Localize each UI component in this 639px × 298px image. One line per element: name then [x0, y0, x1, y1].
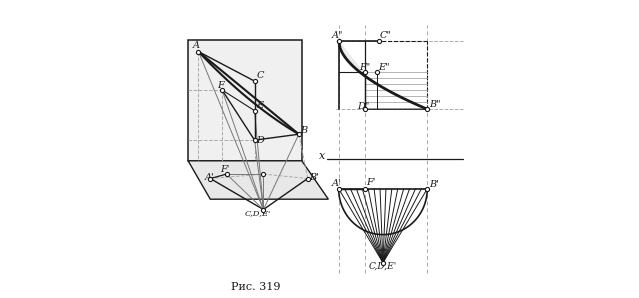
Point: [303, 176, 313, 181]
Text: A": A": [332, 31, 344, 40]
Polygon shape: [188, 161, 328, 199]
Text: Рис. 319: Рис. 319: [231, 282, 281, 292]
Text: F': F': [220, 164, 230, 173]
Text: x: x: [319, 151, 325, 162]
Point: [258, 172, 268, 176]
Point: [205, 176, 215, 181]
Text: A': A': [332, 179, 341, 188]
Text: C,D,E': C,D,E': [245, 209, 271, 217]
Point: [360, 187, 371, 191]
Point: [249, 79, 259, 83]
Text: E: E: [256, 101, 263, 110]
Point: [422, 187, 433, 191]
Text: D: D: [256, 136, 264, 145]
Text: F': F': [366, 179, 376, 187]
Polygon shape: [339, 41, 367, 78]
Text: B': B': [429, 180, 438, 189]
Point: [378, 260, 388, 265]
Point: [194, 49, 204, 54]
Point: [372, 70, 382, 74]
Text: F": F": [358, 63, 370, 72]
Polygon shape: [188, 40, 302, 161]
Text: B': B': [309, 173, 319, 182]
Text: A': A': [204, 173, 214, 182]
Text: C": C": [380, 31, 392, 40]
Point: [221, 172, 231, 176]
Text: E": E": [378, 63, 390, 72]
Point: [373, 39, 383, 44]
Point: [294, 132, 304, 136]
Text: D": D": [357, 102, 369, 111]
Text: B": B": [429, 100, 440, 109]
Text: A: A: [193, 41, 200, 50]
Point: [249, 138, 259, 142]
Text: B: B: [300, 126, 308, 135]
Point: [334, 187, 344, 191]
Point: [249, 108, 259, 113]
Text: C,D,E': C,D,E': [369, 262, 397, 271]
Point: [360, 70, 371, 74]
Point: [360, 107, 371, 111]
Point: [422, 107, 433, 111]
Point: [217, 88, 227, 92]
Text: F: F: [217, 81, 224, 90]
Point: [258, 207, 268, 212]
Text: C: C: [256, 71, 264, 80]
Point: [334, 39, 344, 44]
